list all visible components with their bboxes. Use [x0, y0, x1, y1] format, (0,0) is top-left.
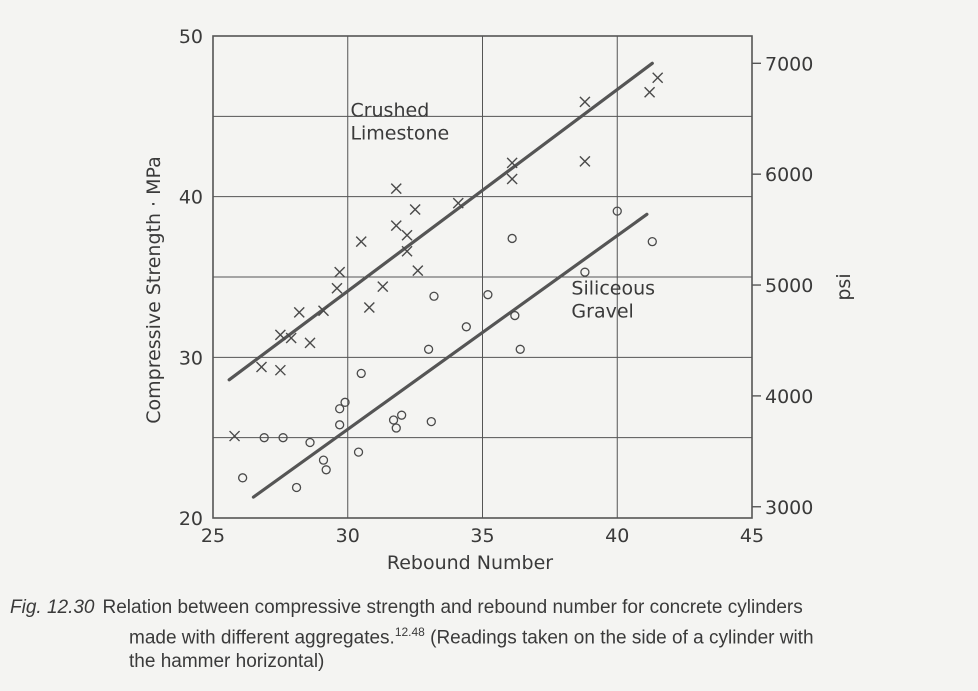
series-annotation: Gravel: [571, 301, 633, 323]
data-point-o: [647, 237, 657, 247]
data-point-o: [335, 404, 345, 414]
data-point-o: [507, 233, 517, 244]
data-point-x: [274, 329, 286, 341]
y2-tick-label: 5000: [765, 275, 813, 297]
data-point-x: [409, 204, 421, 216]
data-point-o: [510, 310, 520, 321]
figure-number: Fig. 12.30: [10, 597, 95, 618]
data-markers: [229, 72, 664, 493]
data-point-o: [340, 397, 350, 407]
data-point-o: [423, 344, 434, 354]
data-point-x: [390, 220, 402, 232]
x-tick-label: 45: [740, 525, 764, 547]
data-point-x: [506, 157, 518, 169]
data-point-o: [291, 482, 302, 493]
caption-line-2: made with different aggregates.: [129, 627, 395, 649]
caption-line-1: Relation between compressive strength an…: [102, 597, 803, 618]
fit-line: [251, 212, 649, 499]
data-point-x: [579, 155, 591, 167]
series-annotation: Crushed: [350, 99, 429, 121]
data-point-o: [515, 344, 525, 354]
series-annotation: Siliceous: [571, 278, 655, 300]
fit-line: [227, 61, 654, 382]
rebound-strength-chart: 25 30 35 40 45 20 30 40 50 3000 4000 5000 6000 7000 C…: [143, 26, 855, 574]
fit-lines: [227, 61, 654, 499]
data-point-o: [259, 433, 269, 443]
data-point-x: [304, 337, 316, 349]
y2-axis-title: psi: [833, 273, 855, 300]
x-tick-label: 30: [336, 525, 360, 547]
data-point-o: [391, 423, 401, 433]
data-point-o: [429, 291, 439, 301]
data-point-x: [256, 361, 268, 373]
data-point-o: [278, 433, 288, 443]
x-tick-label: 35: [470, 525, 494, 547]
grid: [212, 35, 761, 519]
data-point-x: [452, 197, 464, 209]
tick-labels: 25 30 35 40 45 20 30 40 50 3000 4000 5000 6000 7000: [179, 26, 814, 547]
figure-caption: Fig. 12.30 Relation between compressive s…: [10, 596, 960, 674]
y-tick-label: 30: [179, 347, 203, 369]
y2-tick-label: 7000: [765, 53, 813, 75]
data-point-o: [353, 447, 364, 457]
data-point-x: [331, 282, 343, 294]
data-point-x: [274, 364, 286, 376]
data-point-x: [377, 281, 389, 293]
data-point-o: [335, 420, 345, 430]
series-annotation: Limestone: [350, 122, 449, 144]
data-point-x: [401, 245, 413, 257]
data-point-o: [318, 455, 329, 465]
data-point-o: [580, 267, 590, 277]
y2-tick-label: 3000: [765, 497, 813, 519]
x-axis-title: Rebound Number: [387, 552, 553, 574]
y-tick-label: 20: [179, 508, 203, 530]
data-point-x: [390, 183, 402, 195]
data-point-x: [644, 86, 656, 98]
data-point-o: [426, 416, 436, 427]
data-point-o: [237, 473, 248, 483]
data-point-x: [652, 72, 664, 84]
data-point-x: [293, 306, 305, 318]
data-point-x: [412, 265, 424, 277]
x-tick-label: 25: [201, 525, 225, 547]
data-point-o: [461, 322, 471, 332]
data-point-x: [506, 173, 518, 185]
data-point-o: [388, 415, 399, 425]
data-point-x: [229, 430, 241, 442]
caption-reference: 12.48: [394, 625, 425, 639]
y-tick-label: 40: [179, 187, 203, 209]
y2-tick-label: 6000: [765, 164, 813, 186]
data-point-o: [356, 368, 366, 379]
data-point-o: [396, 410, 407, 420]
data-point-x: [355, 236, 367, 248]
data-point-x: [334, 266, 346, 278]
data-point-o: [321, 465, 331, 475]
data-point-x: [363, 302, 375, 314]
caption-line-2b: (Readings taken on the side of a cylinde…: [424, 627, 814, 649]
data-point-o: [483, 290, 493, 300]
data-point-x: [285, 332, 297, 344]
data-point-o: [612, 206, 622, 216]
data-point-o: [305, 437, 315, 448]
caption-line-3: the hammer horizontal): [129, 651, 325, 673]
data-point-x: [318, 305, 329, 317]
y2-tick-label: 4000: [765, 386, 813, 408]
x-tick-label: 40: [605, 525, 629, 547]
data-point-x: [579, 96, 591, 108]
data-point-x: [401, 229, 413, 241]
y-tick-label: 50: [179, 26, 203, 48]
y-axis-title: Compressive Strength · MPa: [143, 156, 165, 424]
